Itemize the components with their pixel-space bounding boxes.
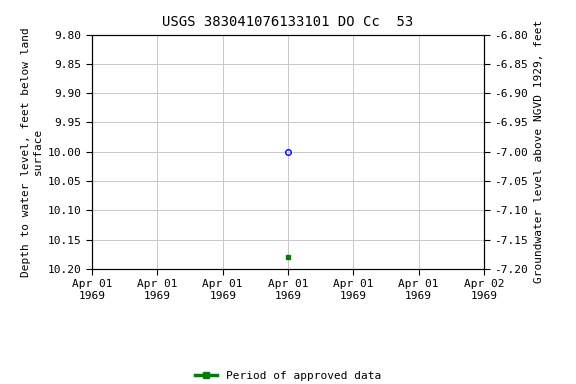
Legend: Period of approved data: Period of approved data bbox=[191, 366, 385, 384]
Y-axis label: Groundwater level above NGVD 1929, feet: Groundwater level above NGVD 1929, feet bbox=[533, 20, 544, 283]
Title: USGS 383041076133101 DO Cc  53: USGS 383041076133101 DO Cc 53 bbox=[162, 15, 414, 29]
Y-axis label: Depth to water level, feet below land
surface: Depth to water level, feet below land su… bbox=[21, 27, 43, 276]
